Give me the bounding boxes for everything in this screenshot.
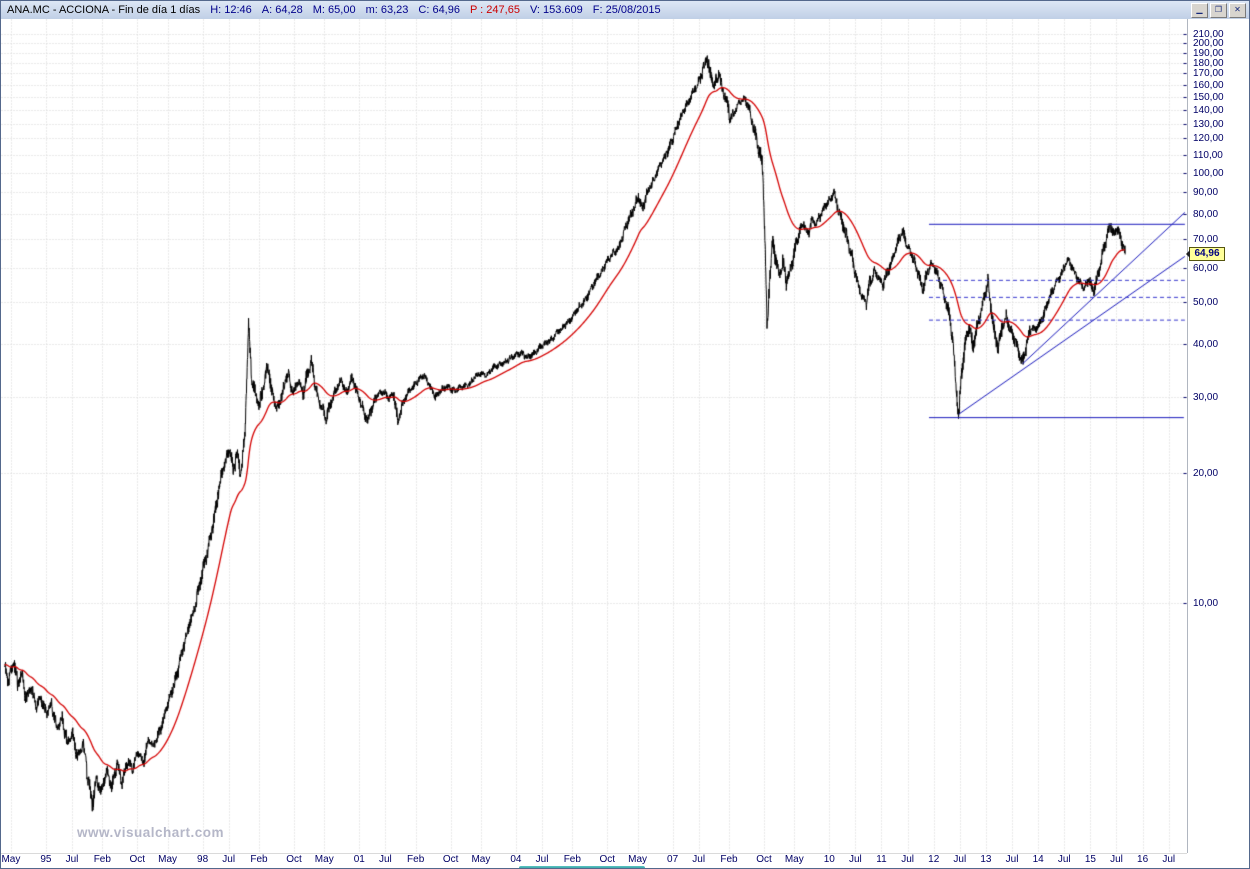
x-axis-label: 04: [510, 854, 522, 865]
x-axis-label: Jul: [848, 854, 862, 865]
title-quote-fields: H: 12:46 A: 64,28 M: 65,00 m: 63,23 C: 64,96…: [200, 4, 660, 16]
window-controls: ▁ ❐ ✕: [1191, 2, 1246, 18]
y-axis-label: 90,00: [1193, 187, 1219, 199]
x-axis-label: Feb: [720, 854, 738, 865]
quote-field: H: 12:46: [210, 4, 252, 16]
quote-field: m: 63,23: [365, 4, 409, 16]
x-axis-label: 12: [928, 854, 940, 865]
y-axis-label: 180,00: [1193, 57, 1224, 69]
price-chart-canvas[interactable]: [1, 19, 1187, 853]
x-axis-label: May: [628, 854, 648, 865]
x-axis-label: Feb: [250, 854, 268, 865]
x-axis-time-scale[interactable]: May 95 Jul Feb Oct May 98 Jul Feb Oct May 01 Jul Feb O…: [1, 853, 1187, 867]
watermark: www.visualchart.com: [77, 825, 225, 840]
y-axis-label: 130,00: [1193, 118, 1224, 130]
y-axis-label: 20,00: [1193, 468, 1219, 480]
minimize-button[interactable]: ▁: [1191, 2, 1208, 18]
y-axis-label: 190,00: [1193, 47, 1224, 59]
quote-field: F: 25/08/2015: [592, 4, 661, 16]
y-axis-label: 170,00: [1193, 68, 1224, 80]
restore-button[interactable]: ❐: [1210, 2, 1227, 18]
y-axis-label: 140,00: [1193, 104, 1224, 116]
x-axis-label: 95: [40, 854, 52, 865]
y-axis-label: 210,00: [1193, 28, 1224, 40]
x-axis-label: May: [1, 854, 21, 865]
x-axis-label: Oct: [442, 854, 459, 865]
x-axis-label: Feb: [93, 854, 111, 865]
y-axis-label: 10,00: [1193, 597, 1219, 609]
x-axis-label: Jul: [65, 854, 79, 865]
x-axis-label: 15: [1084, 854, 1096, 865]
x-axis-label: May: [471, 854, 491, 865]
scrollbar-thumb[interactable]: [519, 866, 645, 868]
x-axis-label: Jul: [1110, 854, 1123, 865]
x-axis-label: Jul: [1005, 854, 1019, 865]
x-axis-label: 98: [197, 854, 209, 865]
y-axis-label: 80,00: [1193, 209, 1219, 221]
horizontal-scrollbar[interactable]: [1, 866, 1187, 868]
x-axis-label: 01: [353, 854, 365, 865]
x-axis-label: Oct: [286, 854, 302, 865]
quote-field: V: 153.609: [529, 4, 583, 16]
y-axis-label: 40,00: [1193, 338, 1219, 350]
chart-area: 210,00 200,00 190,00 180,00 170,00 160,00 150,…: [1, 19, 1249, 868]
x-axis-label: Jul: [953, 854, 967, 865]
close-button[interactable]: ✕: [1229, 2, 1246, 18]
quote-field: P : 247,65: [469, 4, 520, 16]
x-axis-label: Jul: [222, 854, 236, 865]
x-axis-label: Jul: [901, 854, 914, 865]
y-axis-label: 160,00: [1193, 79, 1224, 91]
x-axis-label: 10: [823, 854, 835, 865]
minimize-icon: ▁: [1196, 4, 1203, 14]
x-axis-label: Oct: [756, 854, 772, 865]
window-titlebar[interactable]: ANA.MC - ACCIONA - Fin de día 1 días H: 1…: [1, 1, 1249, 20]
y-axis-label: 150,00: [1193, 91, 1224, 103]
y-axis-label: 30,00: [1193, 392, 1219, 404]
x-axis-label: Feb: [407, 854, 425, 865]
y-axis-label: 110,00: [1193, 149, 1223, 161]
restore-icon: ❐: [1214, 4, 1223, 14]
x-axis-label: May: [784, 854, 804, 865]
x-axis-label: Jul: [692, 854, 706, 865]
x-axis-label: Feb: [563, 854, 581, 865]
y-axis-label: 50,00: [1193, 297, 1219, 309]
close-icon: ✕: [1234, 4, 1241, 14]
x-axis-label: May: [314, 854, 334, 865]
y-axis-price-scale[interactable]: 210,00 200,00 190,00 180,00 170,00 160,00 150,…: [1187, 19, 1249, 853]
x-axis-label: 11: [876, 854, 887, 865]
y-axis-label: 120,00: [1193, 133, 1224, 145]
x-axis-label: 07: [667, 854, 679, 865]
x-axis-label: Jul: [535, 854, 549, 865]
x-axis-label: 14: [1032, 854, 1044, 865]
quote-field: M: 65,00: [312, 4, 356, 16]
last-price-tag: 64,96: [1186, 247, 1225, 262]
y-axis-label: 60,00: [1193, 262, 1219, 274]
y-axis-label: 70,00: [1193, 234, 1219, 246]
y-axis-label: 200,00: [1193, 38, 1224, 50]
x-axis-label: Oct: [129, 854, 146, 865]
quote-field: C: 64,96: [418, 4, 460, 16]
x-axis-label: Jul: [1162, 854, 1176, 865]
last-price-label: 64,96: [1194, 248, 1220, 260]
x-axis-label: 13: [980, 854, 992, 865]
window-title: ANA.MC - ACCIONA - Fin de día 1 días H: 1…: [7, 4, 1191, 16]
title-symbol: ANA.MC - ACCIONA - Fin de día 1 días: [7, 4, 201, 16]
quote-field: A: 64,28: [261, 4, 303, 16]
x-axis-label: 16: [1137, 854, 1149, 865]
y-axis-label: 100,00: [1193, 167, 1224, 179]
x-axis-label: Jul: [1057, 854, 1071, 865]
x-axis-label: Jul: [378, 854, 392, 865]
x-axis-label: May: [158, 854, 178, 865]
x-axis-label: Oct: [599, 854, 616, 865]
